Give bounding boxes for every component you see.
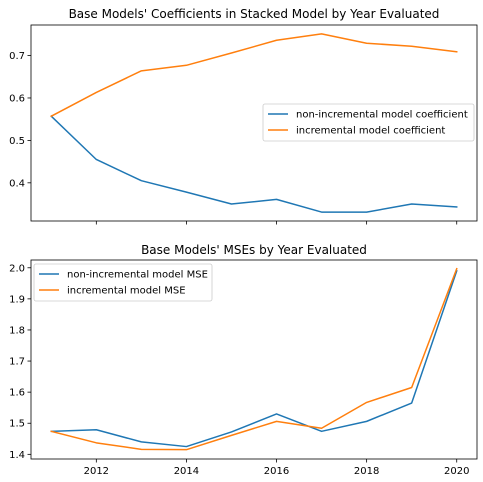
- coef-legend: non-incremental model coefficient increme…: [262, 103, 475, 142]
- mse-y-tick-label: 1.5: [9, 419, 25, 430]
- mse-y-tick-label: 1.7: [9, 357, 25, 368]
- coefficients-plot-area: 0.4 0.5 0.6 0.7 non-incremental model coeffi…: [9, 24, 478, 225]
- coef-y-tick-label: 0.7: [9, 51, 25, 62]
- mse-series-line-non-incremental-model-mse: [50, 269, 458, 448]
- mse-legend-label-non-incremental-model-mse: non-incremental model MSE: [67, 270, 208, 281]
- coefficients-chart-title: Base Models' Coefficients in Stacked Mod…: [69, 7, 440, 21]
- mse-y-tick-label: 2.0: [9, 263, 25, 274]
- coef-legend-label-non-incremental-model-coefficient: non-incremental model coefficient: [296, 110, 468, 121]
- mse-x-tick-label: 2014: [174, 466, 199, 477]
- mse-series-line-incremental-model-mse: [50, 267, 458, 451]
- coef-legend-label-incremental-model-coefficient: incremental model coefficient: [296, 126, 445, 137]
- mse-legend-label-incremental-model-mse: incremental model MSE: [67, 286, 186, 297]
- mse-y-tick-label: 1.6: [9, 388, 25, 399]
- mse-legend-box: [33, 263, 213, 302]
- coef-y-tick-label: 0.5: [9, 136, 25, 147]
- mse-axes-frame: [30, 259, 478, 460]
- mse-x-tick-label: 2018: [354, 466, 379, 477]
- coefficients-panel: Base Models' Coefficients in Stacked Mod…: [9, 7, 478, 225]
- mse-panel: Base Models' MSEs by Year Evaluated 1.41…: [9, 243, 478, 477]
- coef-series-line-incremental-model-coefficient: [50, 33, 458, 118]
- coef-y-tick-label: 0.6: [9, 93, 25, 104]
- mse-y-tick-label: 1.8: [9, 325, 25, 336]
- mse-x-tick-label: 2020: [444, 466, 469, 477]
- coef-axes-frame: [30, 24, 478, 222]
- mse-plot-area: 1.4 1.5 1.6 1.7 1.8 1.9 2.0 2012 2014 2016 2018 202…: [9, 259, 478, 477]
- mse-y-tick-label: 1.4: [9, 450, 25, 461]
- mse-y-tick-label: 1.9: [9, 294, 25, 305]
- mse-chart-title: Base Models' MSEs by Year Evaluated: [141, 243, 367, 257]
- coef-series-line-non-incremental-model-coefficient: [50, 115, 458, 213]
- coef-y-tick-label: 0.4: [9, 178, 25, 189]
- mse-x-tick-label: 2012: [84, 466, 109, 477]
- coef-legend-box: [262, 103, 475, 142]
- mse-legend: non-incremental model MSE incremental mod…: [33, 263, 213, 302]
- mse-x-tick-label: 2016: [264, 466, 289, 477]
